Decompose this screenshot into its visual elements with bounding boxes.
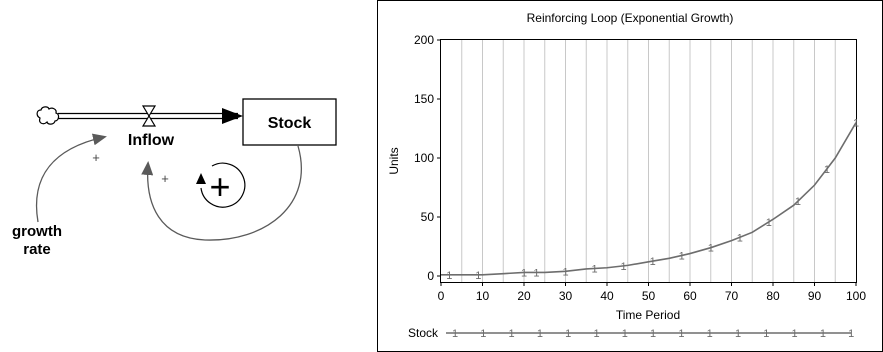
- y-axis: 0 50 100 150 200: [414, 33, 441, 283]
- stock-box: [242, 98, 337, 146]
- y-tick-label: 50: [421, 210, 435, 224]
- x-tick-label: 80: [766, 289, 780, 303]
- x-axis-label: Time Period: [616, 308, 680, 322]
- growth-rate-label-line1: growth: [12, 223, 62, 240]
- x-tick-label: 0: [438, 289, 445, 303]
- x-tick-label: 40: [600, 289, 614, 303]
- legend-marker-stock: 1: [650, 328, 656, 340]
- chart: Reinforcing Loop (Exponential Growth) 0 5…: [377, 0, 883, 352]
- legend-marker-stock: 1: [848, 328, 854, 340]
- series-marker: 1: [737, 232, 743, 244]
- legend-marker-stock: 1: [792, 328, 798, 340]
- legend-label-stock: Stock: [408, 326, 439, 340]
- chart-title: Reinforcing Loop (Exponential Growth): [527, 11, 734, 25]
- series-marker: 1: [533, 267, 539, 279]
- series-marker: 1: [650, 256, 656, 268]
- legend-marker-stock: 1: [820, 328, 826, 340]
- inflow-label: Inflow: [128, 132, 175, 149]
- series-marker: 1: [446, 270, 452, 282]
- legend-marker-stock: 1: [763, 328, 769, 340]
- x-tick-label: 10: [476, 289, 490, 303]
- series-marker: 1: [591, 263, 597, 275]
- y-tick-label: 150: [414, 92, 434, 106]
- legend-marker-stock: 1: [452, 328, 458, 340]
- link-growth-rate-to-inflow: [36, 133, 107, 223]
- series-marker: 1: [766, 217, 772, 229]
- stock-label: Stock: [268, 115, 312, 132]
- series-line-stock: [441, 122, 857, 276]
- x-tick-label: 70: [725, 289, 739, 303]
- valve-icon: [141, 105, 157, 127]
- legend-marker-stock: 1: [593, 328, 599, 340]
- series-marker: 1: [679, 250, 685, 262]
- series-marker: 1: [562, 266, 568, 278]
- series-marker: 1: [708, 243, 714, 255]
- x-tick-label: 60: [683, 289, 697, 303]
- legend: Stock 1 1 1 1 1 1 1 1 1 1 1 1 1 1 1: [408, 326, 854, 340]
- link-stock-to-inflow: [141, 145, 302, 241]
- legend-marker-stock: 1: [537, 328, 543, 340]
- cloud-source-icon: [36, 106, 60, 125]
- y-tick-label: 100: [414, 151, 434, 165]
- legend-marker-stock: 1: [509, 328, 515, 340]
- series-marker: 1: [824, 164, 830, 176]
- legend-marker-stock: 1: [565, 328, 571, 340]
- x-tick-label: 100: [846, 289, 866, 303]
- series-marker: 1: [475, 270, 481, 282]
- y-tick-label: 200: [414, 33, 434, 47]
- series-marker: 1: [621, 261, 627, 273]
- x-tick-label: 90: [808, 289, 822, 303]
- flow-arrowhead: [222, 108, 243, 124]
- legend-marker-stock: 1: [480, 328, 486, 340]
- plot-grid: [461, 40, 836, 282]
- loop-polarity-symbol: +: [209, 166, 230, 207]
- series-marker: 1: [853, 118, 859, 130]
- x-tick-label: 30: [559, 289, 573, 303]
- legend-marker-stock: 1: [678, 328, 684, 340]
- x-tick-label: 20: [517, 289, 531, 303]
- series-marker: 1: [795, 196, 801, 208]
- x-tick-label: 50: [642, 289, 656, 303]
- polarity-stock: +: [161, 171, 169, 186]
- legend-marker-stock: 1: [622, 328, 628, 340]
- growth-rate-label-line2: rate: [23, 241, 51, 258]
- stock-flow-diagram: Stock Inflow growth rate + + +: [12, 98, 337, 258]
- legend-marker-stock: 1: [735, 328, 741, 340]
- polarity-growth-rate: +: [92, 150, 100, 165]
- x-axis: 0 10 20 30 40 50 60 70 80 90 100: [438, 282, 866, 303]
- loop-reinforcing-icon: +: [196, 162, 246, 208]
- series-marker: 1: [521, 267, 527, 279]
- y-axis-label: Units: [387, 147, 401, 174]
- y-tick-label: 0: [427, 269, 434, 283]
- chart-frame: [377, 0, 883, 352]
- legend-marker-stock: 1: [707, 328, 713, 340]
